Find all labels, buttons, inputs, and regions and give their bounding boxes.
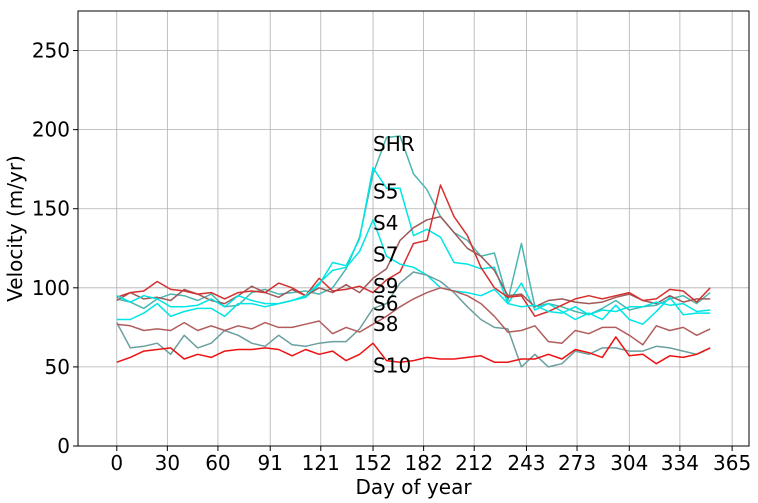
series-label-s7: S7 xyxy=(373,243,398,267)
series-line-s9 xyxy=(116,219,711,316)
x-tick-label: 304 xyxy=(610,451,648,475)
series-line-s6 xyxy=(116,271,711,368)
y-tick-label: 50 xyxy=(45,355,70,379)
series-label-s6: S6 xyxy=(373,292,398,316)
y-tick-label: 0 xyxy=(57,434,70,458)
series-label-s10: S10 xyxy=(373,353,411,377)
x-tick-label: 121 xyxy=(302,451,340,475)
plot-frame xyxy=(77,10,750,447)
series-lines xyxy=(116,135,711,368)
x-tick-label: 91 xyxy=(257,451,282,475)
series-line-s10 xyxy=(116,336,711,365)
series-line-s5 xyxy=(116,166,711,325)
x-tick-label: 0 xyxy=(110,451,123,475)
series-label-s4: S4 xyxy=(373,211,398,235)
y-tick-label: 100 xyxy=(32,276,70,300)
series-line-shr xyxy=(116,135,711,316)
x-tick-label: 60 xyxy=(205,451,230,475)
series-label-s8: S8 xyxy=(373,312,398,336)
y-tick-label: 250 xyxy=(32,39,70,63)
x-axis-label: Day of year xyxy=(355,475,472,499)
x-tick-label: 212 xyxy=(455,451,493,475)
y-axis-ticks: 0 50 100 150 200 250 xyxy=(32,39,78,458)
series-line-s7 xyxy=(116,184,711,318)
series-label-s9: S9 xyxy=(373,274,398,298)
series-line-s8 xyxy=(116,287,711,346)
x-tick-label: 182 xyxy=(405,451,443,475)
x-axis-ticks: 0 30 60 91 121 152 182 212 243 273 304 334 365 xyxy=(110,446,751,475)
y-axis-label: Velocity (m/yr) xyxy=(3,155,27,302)
x-tick-label: 334 xyxy=(661,451,699,475)
series-label-s5: S5 xyxy=(373,179,398,203)
series-label-shr: SHR xyxy=(373,132,415,156)
x-tick-label: 273 xyxy=(558,451,596,475)
x-tick-label: 152 xyxy=(354,451,392,475)
x-tick-label: 30 xyxy=(155,451,180,475)
y-tick-label: 150 xyxy=(32,197,70,221)
x-tick-label: 243 xyxy=(507,451,545,475)
y-tick-label: 200 xyxy=(32,118,70,142)
x-tick-label: 365 xyxy=(713,451,751,475)
